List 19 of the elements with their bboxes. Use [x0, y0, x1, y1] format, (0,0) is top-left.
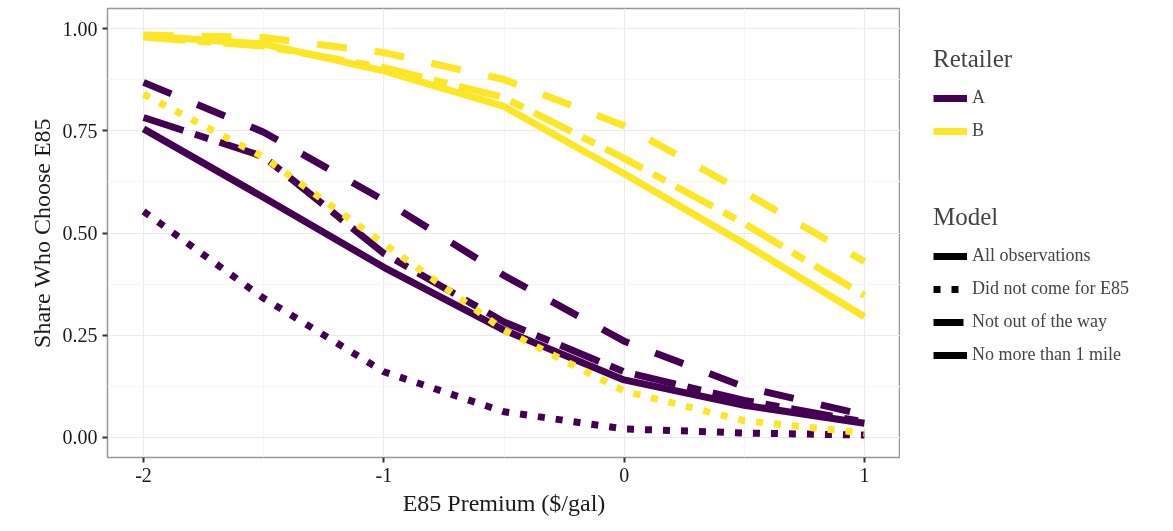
y-tick-label: 0.75 — [62, 119, 98, 142]
text: Not out of the way — [972, 311, 1107, 332]
legend-label: B — [972, 120, 985, 141]
legend-label: A — [972, 87, 986, 108]
text: Model — [933, 203, 1000, 231]
text: All observations — [972, 245, 1091, 266]
y-tick-label: 0.25 — [62, 324, 98, 347]
text: No more than 1 mile — [972, 344, 1121, 365]
y-axis-title: Share Who Choose E85 — [28, 118, 55, 348]
x-tick-label: 0 — [619, 463, 630, 486]
x-tick-label: -1 — [375, 463, 393, 486]
x-tick-label: -2 — [135, 463, 152, 486]
y-tick-label: 1.00 — [62, 17, 98, 40]
legend-title: Retailer — [933, 45, 1013, 73]
x-tick-label: 1 — [859, 463, 870, 486]
text: Did not come for E85 — [972, 278, 1129, 299]
y-tick-label: 0.00 — [62, 426, 98, 449]
x-axis-title: E85 Premium ($/gal) — [402, 489, 606, 516]
y-tick-label: 0.50 — [62, 222, 98, 244]
